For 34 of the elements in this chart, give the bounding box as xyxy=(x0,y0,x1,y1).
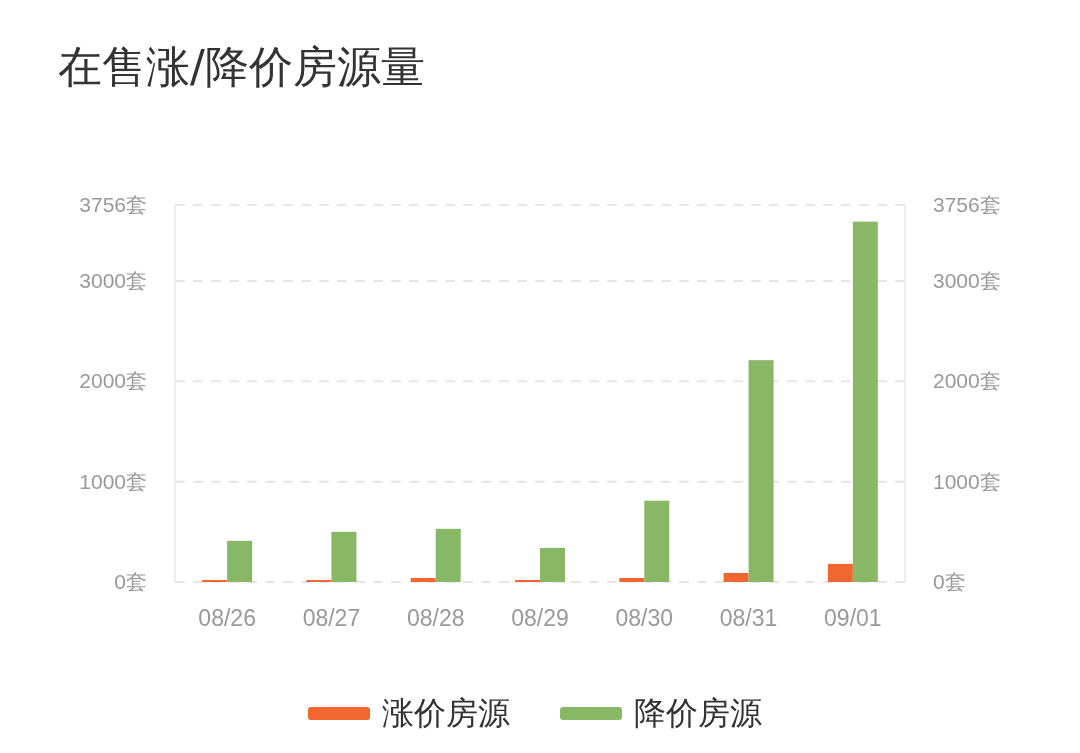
bar xyxy=(748,360,774,582)
y-tick-label: 3756套 xyxy=(79,193,147,217)
y2-tick-label: 1000套 xyxy=(933,469,1001,493)
bar xyxy=(515,579,540,582)
bar xyxy=(852,221,878,582)
bar xyxy=(723,572,749,582)
x-tick-label: 08/29 xyxy=(511,604,569,631)
legend-label: 降价房源 xyxy=(634,694,762,732)
bar xyxy=(202,579,228,582)
x-tick-label: 08/28 xyxy=(406,604,465,631)
y-tick-label: 1000套 xyxy=(79,469,147,493)
bar xyxy=(227,540,253,582)
y-tick-label: 2000套 xyxy=(79,369,147,393)
bar xyxy=(540,547,565,582)
y-tick-label: 0套 xyxy=(114,570,147,594)
x-tick-label: 08/26 xyxy=(198,604,256,631)
bar xyxy=(306,579,332,582)
y2-tick-label: 0套 xyxy=(933,570,966,594)
bar xyxy=(410,577,436,582)
x-tick-label: 08/30 xyxy=(615,604,674,631)
chart-title: 在售涨/降价房源量 xyxy=(58,41,425,92)
bar xyxy=(827,563,853,582)
x-tick-label: 09/01 xyxy=(824,604,882,631)
y2-tick-label: 3756套 xyxy=(933,193,1001,217)
y2-tick-label: 2000套 xyxy=(933,369,1001,393)
bar xyxy=(619,577,645,582)
bar xyxy=(644,500,670,582)
y2-tick-label: 3000套 xyxy=(933,269,1001,293)
y-tick-label: 3000套 xyxy=(79,269,147,293)
x-tick-label: 08/27 xyxy=(302,604,361,631)
bar xyxy=(435,528,461,582)
legend-label: 涨价房源 xyxy=(382,694,510,732)
bar xyxy=(331,531,357,582)
x-tick-label: 08/31 xyxy=(719,604,778,631)
